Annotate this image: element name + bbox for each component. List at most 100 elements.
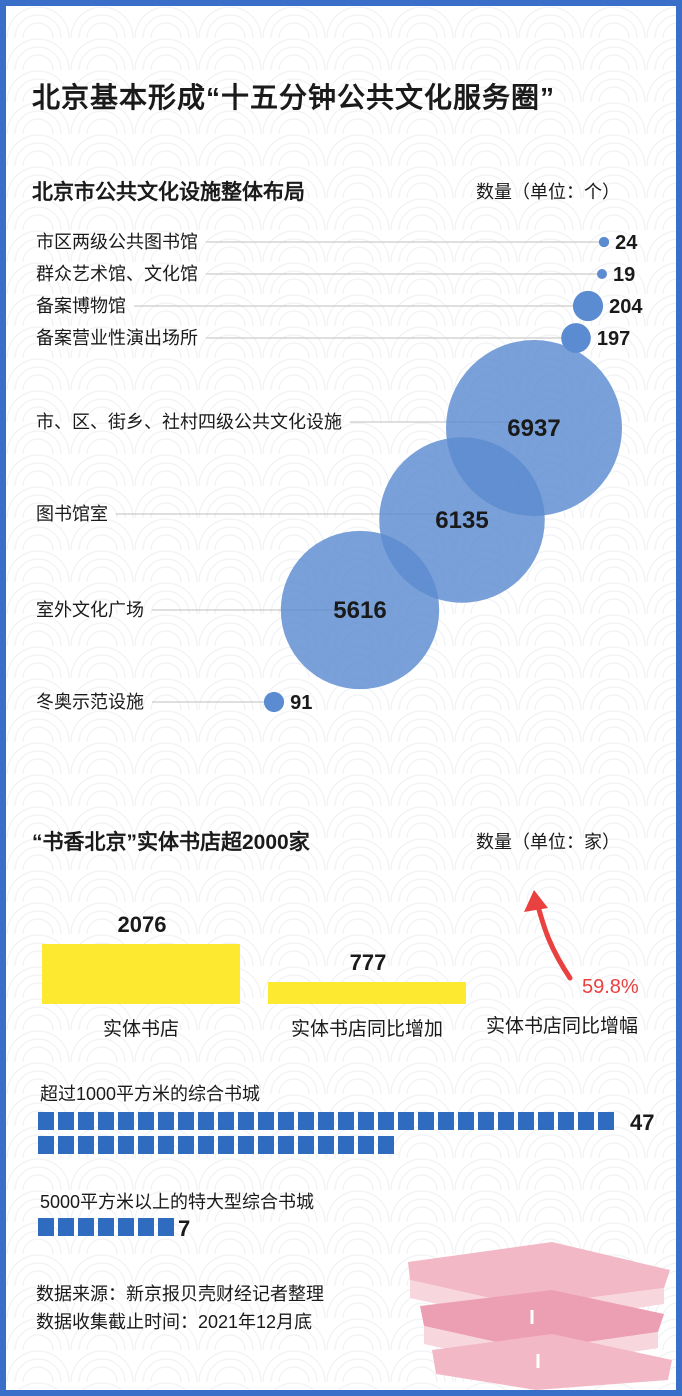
source-line2: 数据收集截止时间：2021年12月底 xyxy=(36,1312,313,1332)
source-line1: 数据来源：新京报贝壳财经记者整理 xyxy=(36,1284,324,1304)
category-label: 室外文化广场 xyxy=(36,600,144,620)
growth-block: 59.8% 实体书店同比增幅 xyxy=(482,866,662,1046)
unit-square xyxy=(178,1136,194,1154)
unit-square xyxy=(478,1112,494,1130)
bar-chart: 2076 实体书店 777 实体书店同比增加 xyxy=(6,866,676,1046)
category-label: 群众艺术馆、文化馆 xyxy=(36,264,198,284)
unit-square xyxy=(258,1112,274,1130)
bar-category-label: 实体书店同比增加 xyxy=(290,1019,443,1040)
unit-square xyxy=(138,1136,154,1154)
unit-square xyxy=(298,1136,314,1154)
bubble-value-label: 24 xyxy=(615,232,638,254)
unit-square xyxy=(238,1112,254,1130)
unit-square xyxy=(78,1218,94,1236)
unit-square xyxy=(358,1112,374,1130)
unit-square xyxy=(58,1112,74,1130)
unit-square xyxy=(498,1112,514,1130)
unit-square xyxy=(298,1112,314,1130)
unit-square xyxy=(158,1218,174,1236)
unit-square xyxy=(118,1136,134,1154)
unit-square xyxy=(138,1218,154,1236)
unit-square xyxy=(78,1136,94,1154)
bubble-value-label: 197 xyxy=(597,328,630,350)
unit-square xyxy=(278,1136,294,1154)
category-label: 冬奥示范设施 xyxy=(36,692,144,712)
bubble xyxy=(572,290,604,322)
unit-square xyxy=(418,1112,434,1130)
bar xyxy=(42,944,240,1004)
bubble-value-label: 5616 xyxy=(333,597,386,624)
bubble-chart: 市区两级公共图书馆 24 群众艺术馆、文化馆 19 备案博物馆 204 备案营业性演出场所 1… xyxy=(36,232,643,714)
section2-unit: 数量（单位：家） xyxy=(476,832,620,852)
unit-square xyxy=(98,1112,114,1130)
category-label: 市区两级公共图书馆 xyxy=(36,232,198,252)
unit-square xyxy=(278,1112,294,1130)
category-label: 图书馆室 xyxy=(36,504,108,524)
arrow-icon xyxy=(524,890,573,981)
unit-square xyxy=(118,1218,134,1236)
squares2-value: 7 xyxy=(178,1216,191,1241)
unit-square xyxy=(378,1112,394,1130)
unit-square xyxy=(118,1112,134,1130)
growth-label: 实体书店同比增幅 xyxy=(486,1016,639,1037)
unit-square xyxy=(458,1112,474,1130)
section2-title: “书香北京”实体书店超2000家 xyxy=(32,831,310,854)
bar xyxy=(268,981,466,1004)
category-label: 备案营业性演出场所 xyxy=(36,328,198,348)
unit-square xyxy=(318,1136,334,1154)
section1-unit: 数量（单位：个） xyxy=(476,182,620,202)
bubble-value-label: 6937 xyxy=(507,415,560,442)
bar-value-label: 2076 xyxy=(117,912,167,937)
unit-square xyxy=(198,1136,214,1154)
unit-square xyxy=(138,1112,154,1130)
unit-square xyxy=(378,1136,394,1154)
bar-category-label: 实体书店 xyxy=(102,1019,179,1040)
unit-square xyxy=(318,1112,334,1130)
unit-square xyxy=(358,1136,374,1154)
unit-square xyxy=(258,1136,274,1154)
bar-value-label: 777 xyxy=(349,949,387,975)
bubble xyxy=(598,236,610,248)
squares1-grid xyxy=(38,1112,628,1162)
unit-square xyxy=(218,1136,234,1154)
bubble-value-label: 6135 xyxy=(435,507,488,534)
unit-square xyxy=(98,1218,114,1236)
unit-square xyxy=(538,1112,554,1130)
squares2-grid xyxy=(38,1218,238,1242)
unit-square xyxy=(558,1112,574,1130)
bubble xyxy=(263,691,285,713)
unit-square xyxy=(598,1112,614,1130)
bubble-value-label: 204 xyxy=(609,296,643,318)
bubble xyxy=(597,269,607,279)
unit-square xyxy=(218,1112,234,1130)
books-icon xyxy=(408,1242,672,1390)
section1-title: 北京市公共文化设施整体布局 xyxy=(32,181,305,204)
unit-square xyxy=(338,1112,354,1130)
unit-square xyxy=(38,1136,54,1154)
unit-square xyxy=(338,1136,354,1154)
unit-square xyxy=(178,1112,194,1130)
unit-square xyxy=(238,1136,254,1154)
unit-square xyxy=(58,1136,74,1154)
category-label: 市、区、街乡、社村四级公共文化设施 xyxy=(36,412,342,432)
unit-square xyxy=(398,1112,414,1130)
growth-value: 59.8% xyxy=(582,976,639,998)
bubble-value-label: 19 xyxy=(613,264,635,286)
unit-square xyxy=(38,1218,54,1236)
squares1-title: 超过1000平方米的综合书城 xyxy=(40,1084,261,1104)
category-label: 备案博物馆 xyxy=(36,296,126,316)
unit-square xyxy=(158,1136,174,1154)
unit-square xyxy=(198,1112,214,1130)
unit-square xyxy=(58,1218,74,1236)
unit-square xyxy=(518,1112,534,1130)
bubble xyxy=(280,530,440,690)
unit-square xyxy=(438,1112,454,1130)
squares1-value: 47 xyxy=(630,1110,655,1135)
unit-square xyxy=(98,1136,114,1154)
unit-square xyxy=(158,1112,174,1130)
unit-square xyxy=(78,1112,94,1130)
unit-square xyxy=(38,1112,54,1130)
unit-square xyxy=(578,1112,594,1130)
bubble-value-label: 91 xyxy=(290,692,312,714)
